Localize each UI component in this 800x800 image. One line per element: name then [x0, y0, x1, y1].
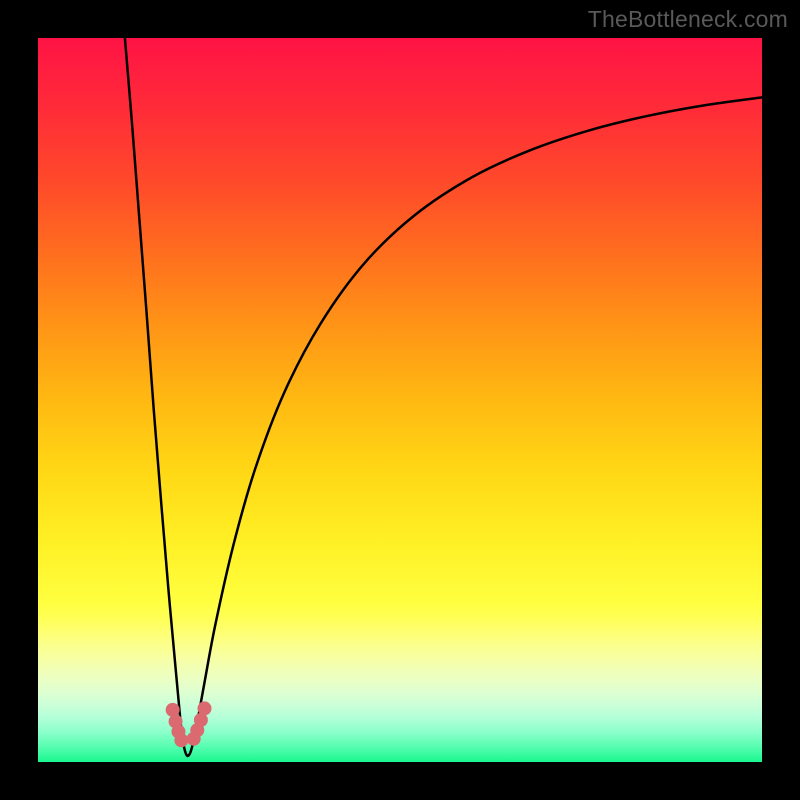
watermark-text: TheBottleneck.com: [588, 6, 788, 33]
chart-container: { "watermark": { "text": "TheBottleneck.…: [0, 0, 800, 800]
bottleneck-chart: [0, 0, 800, 800]
data-marker: [198, 701, 212, 715]
plot-background: [38, 38, 762, 762]
data-marker: [174, 733, 188, 747]
